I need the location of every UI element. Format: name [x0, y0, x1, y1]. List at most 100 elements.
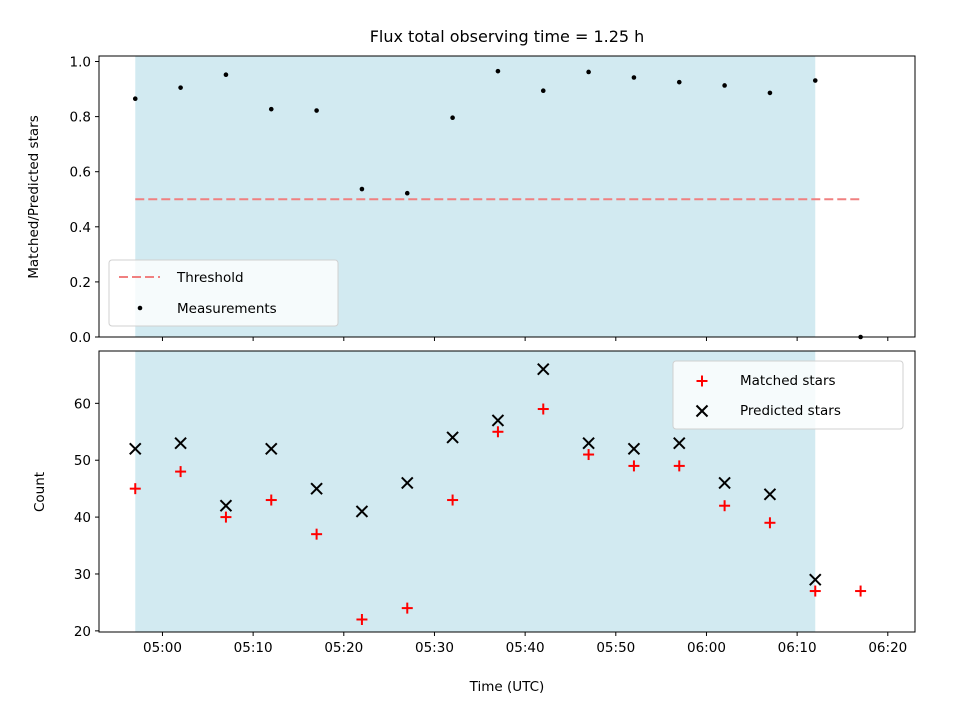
matched-stars-point: [401, 602, 413, 614]
ratio-legend-box: [108, 259, 339, 327]
predicted-stars-point-b: [582, 436, 595, 450]
x-tick-label: 05:50: [596, 640, 635, 656]
measurement-point: [540, 88, 546, 94]
matched-stars-point: [220, 511, 232, 523]
predicted-stars-point-b: [265, 442, 278, 456]
matched-stars-point: [673, 460, 685, 472]
matched-stars-point: [537, 403, 549, 415]
predicted-stars-point-b: [174, 436, 187, 450]
ratio-legend: Threshold Measurements: [108, 259, 339, 327]
matched-stars-point: [492, 426, 504, 438]
matched-stars-point: [764, 517, 776, 529]
count-y-tick-label: 50: [74, 453, 91, 469]
count-y-tick-label: 40: [74, 510, 91, 526]
x-tick-label: 06:10: [778, 640, 817, 656]
chart-title: Flux total observing time = 1.25 h: [370, 27, 645, 46]
predicted-stars-point-b: [537, 362, 550, 376]
measurement-point: [404, 190, 410, 196]
predicted-stars-point: [537, 362, 550, 376]
predicted-stars-point: [129, 442, 142, 456]
measurement-point: [767, 90, 773, 96]
matched-stars-point: [809, 585, 821, 597]
predicted-stars-point: [219, 499, 233, 512]
predicted-stars-point-b: [491, 414, 505, 427]
ratio-y-tick-label: 0.6: [70, 165, 91, 181]
predicted-stars-point-b: [809, 573, 822, 586]
predicted-stars-legend-marker: [695, 404, 709, 418]
measurement-point: [223, 72, 229, 78]
count-y-tick-label: 20: [74, 624, 91, 640]
predicted-stars-point: [491, 414, 505, 427]
matched-stars-legend-label: Matched stars: [740, 373, 836, 389]
ratio-y-tick-label: 0.8: [70, 110, 91, 126]
matched-stars-point: [719, 500, 731, 512]
predicted-stars-point: [673, 436, 686, 450]
x-tick-label: 06:00: [687, 640, 726, 656]
x-tick-label: 06:20: [868, 640, 907, 656]
ratio-panel: Flux total observing time = 1.25 h 0.0 0.…: [26, 27, 916, 346]
predicted-stars-point-b: [129, 442, 142, 456]
threshold-legend-label: Threshold: [176, 270, 244, 286]
predicted-stars-point: [627, 442, 641, 456]
measurement-point: [631, 75, 637, 80]
matched-stars-point: [265, 494, 277, 506]
x-tick-label: 05:00: [143, 640, 182, 656]
measurement-point: [132, 96, 138, 102]
measurements-legend-label: Measurements: [177, 301, 277, 317]
measurement-point: [676, 79, 682, 85]
ratio-axes-frame: [98, 55, 916, 338]
matched-stars-point: [356, 613, 368, 625]
matched-stars-point: [311, 528, 323, 540]
matched-stars-point: [628, 460, 640, 472]
x-tick-label: 05:30: [415, 640, 454, 656]
predicted-stars-point-b: [673, 436, 686, 450]
predicted-stars-point: [174, 436, 187, 450]
predicted-stars-legend-marker-b: [695, 404, 709, 418]
count-legend: Matched stars Predicted stars: [672, 360, 904, 430]
predicted-stars-point-b: [401, 476, 414, 490]
predicted-stars-point-b: [627, 442, 641, 456]
predicted-stars-point: [355, 505, 369, 518]
count-plot-area: 20 30 40 50 60 05:00 05:10 05:20 05:30 05:40 05:50…: [74, 350, 916, 656]
predicted-stars-point-b: [446, 431, 459, 444]
predicted-stars-point: [446, 431, 459, 444]
matched-stars-legend-marker: [696, 375, 708, 387]
predicted-stars-point-b: [763, 488, 777, 501]
predicted-stars-point: [582, 436, 595, 450]
matched-stars-legend-swatch: [696, 375, 708, 387]
measurement-point: [178, 85, 183, 90]
count-panel: 20 30 40 50 60 05:00 05:10 05:20 05:30 05:40 05:50…: [32, 350, 916, 695]
predicted-stars-point-b: [310, 482, 323, 495]
measurement-point: [359, 186, 365, 192]
x-tick-label: 05:10: [234, 640, 273, 656]
measurement-point: [812, 78, 818, 83]
matched-stars-point: [855, 585, 867, 597]
matched-stars-point: [447, 494, 459, 506]
ratio-y-tick-label: 0.2: [70, 275, 91, 291]
ratio-y-axis-label: Matched/Predicted stars: [26, 115, 42, 278]
predicted-stars-point-b: [219, 499, 233, 512]
matched-stars-point: [129, 483, 141, 495]
predicted-stars-legend-label: Predicted stars: [740, 403, 841, 419]
x-axis-label: Time (UTC): [469, 679, 545, 695]
measurement-point: [314, 108, 319, 113]
predicted-stars-legend-swatch: [695, 404, 709, 418]
predicted-stars-point: [718, 476, 731, 490]
count-legend-box: [672, 360, 904, 430]
predicted-stars-point-b: [355, 505, 369, 518]
predicted-stars-point: [809, 573, 822, 586]
ratio-y-tick-label: 0.4: [70, 220, 91, 236]
ratio-y-tick-label: 1.0: [70, 55, 91, 71]
predicted-stars-point: [401, 476, 414, 490]
measurement-point: [450, 115, 455, 121]
x-tick-label: 05:40: [506, 640, 545, 656]
predicted-stars-point-b: [718, 476, 731, 490]
x-tick-label: 05:20: [324, 640, 363, 656]
measurement-point: [495, 68, 501, 74]
predicted-stars-point: [265, 442, 278, 456]
matched-stars-point: [583, 449, 595, 461]
predicted-stars-point: [763, 488, 777, 501]
predicted-stars-point: [310, 482, 323, 495]
count-y-tick-label: 60: [74, 396, 91, 412]
